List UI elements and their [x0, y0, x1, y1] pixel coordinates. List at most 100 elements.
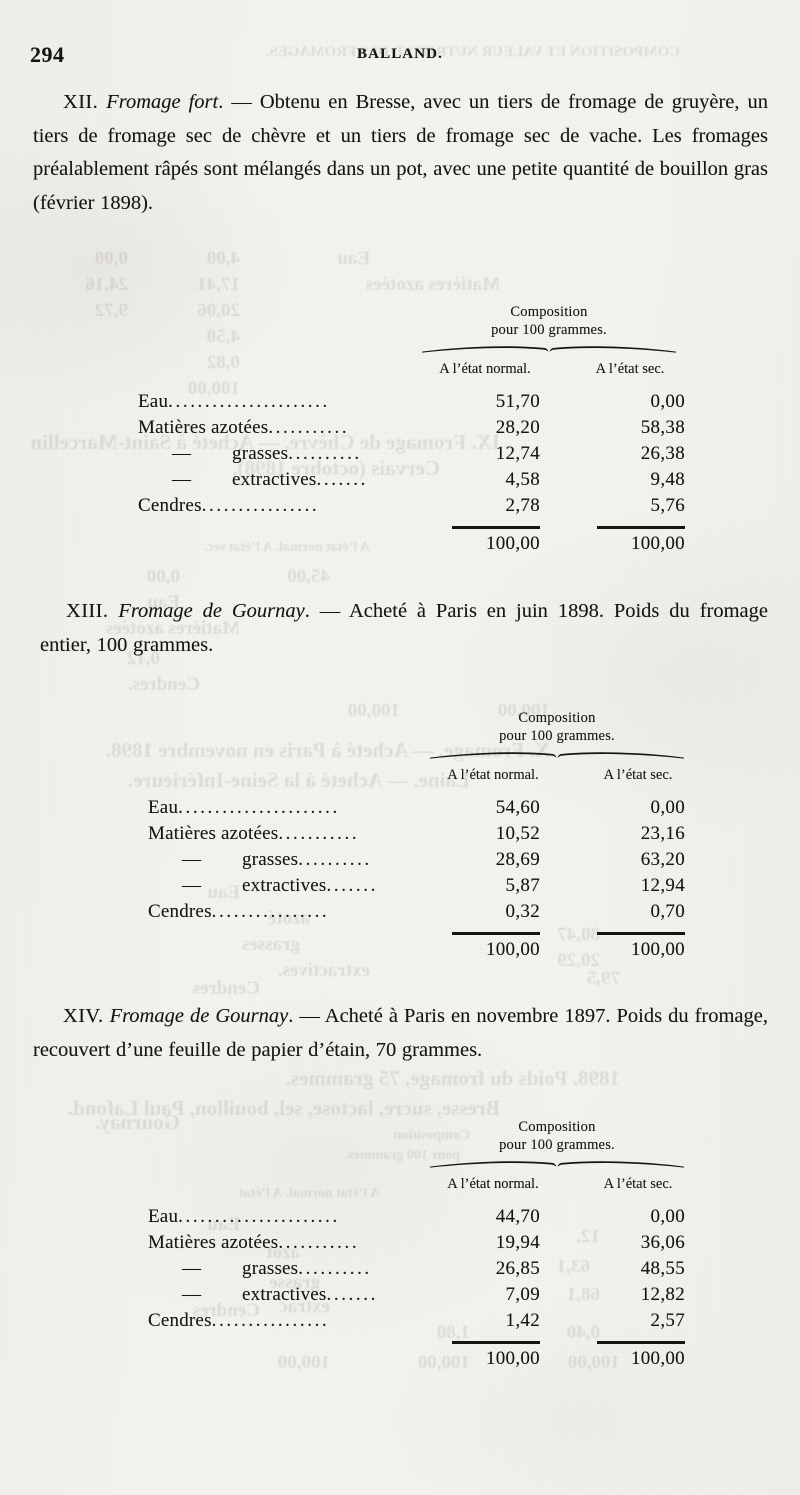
row-value-normal: 51,70: [495, 391, 540, 412]
table-xii-caption-line1: Composition: [510, 304, 588, 320]
total-value-sec: 100,00: [630, 939, 685, 960]
row-value-normal: 54,60: [495, 797, 540, 818]
section-xii-paragraph: XII. Fromage fort. — Obtenu en Bresse, a…: [33, 86, 768, 220]
total-value-sec: 100,00: [630, 1348, 685, 1369]
row-value-sec: 63,20: [640, 849, 685, 870]
row-label: — grasses..........: [182, 1258, 372, 1279]
table-row: Matières azotées........... 28,20 58,38: [0, 417, 800, 443]
row-value-sec: 36,06: [640, 1232, 685, 1253]
row-label: Eau......................: [148, 1206, 340, 1227]
row-label: — grasses..........: [172, 443, 362, 464]
row-value-sec: 5,76: [650, 495, 685, 516]
row-label: Matières azotées...........: [148, 1232, 360, 1253]
section-xiii-title: Fromage de Gournay: [118, 600, 305, 622]
table-row: — extractives....... 4,58 9,48: [0, 469, 800, 495]
page-number: 294: [30, 42, 65, 67]
table-row: — grasses.......... 26,85 48,55: [0, 1258, 800, 1284]
section-xiii-paragraph: XIII. Fromage de Gournay. — Acheté à Par…: [40, 595, 768, 662]
row-label: — extractives.......: [182, 1284, 378, 1305]
table-xii-rows: Eau...................... 51,70 0,00 Mat…: [0, 391, 800, 559]
table-xii-caption: Composition pour 100 grammes.: [424, 303, 674, 339]
table-xiv-caption-line1: Composition: [518, 1119, 596, 1135]
table-xii-col-normal: A l’état normal.: [439, 361, 531, 377]
table-xii-caption-line2: pour 100 grammes.: [491, 322, 607, 338]
table-row: Eau...................... 51,70 0,00: [0, 391, 800, 417]
row-label: Matières azotées...........: [138, 417, 350, 438]
row-label: — grasses..........: [182, 849, 372, 870]
table-xiv-caption: Composition pour 100 grammes.: [432, 1118, 682, 1154]
section-xiv-paragraph: XIV. Fromage de Gournay. — Acheté à Pari…: [33, 1000, 768, 1067]
row-value-normal: 1,42: [505, 1310, 540, 1331]
table-xii-total-rule: [0, 521, 800, 533]
row-value-normal: 2,78: [505, 495, 540, 516]
section-xii-title: Fromage fort: [106, 91, 219, 113]
row-value-normal: 10,52: [495, 823, 540, 844]
row-value-normal: 26,85: [495, 1258, 540, 1279]
row-value-sec: 23,16: [640, 823, 685, 844]
table-xii-col-sec: A l’état sec.: [595, 361, 665, 377]
row-value-normal: 28,20: [495, 417, 540, 438]
row-value-sec: 12,94: [640, 875, 685, 896]
table-row: — grasses.......... 28,69 63,20: [0, 849, 800, 875]
table-row: Cendres................ 1,42 2,57: [0, 1310, 800, 1336]
table-xiv-rows: Eau...................... 44,70 0,00 Mat…: [0, 1206, 800, 1374]
total-value-normal: 100,00: [485, 939, 540, 960]
row-value-sec: 0,00: [650, 1206, 685, 1227]
row-value-sec: 9,48: [650, 469, 685, 490]
table-xiii-col-sec: A l’état sec.: [603, 767, 673, 783]
table-xiii-caption-line1: Composition: [518, 710, 596, 726]
table-xiv-column-headers: A l’état normal. A l’état sec.: [418, 1176, 708, 1193]
table-xiv-total-rule: [0, 1336, 800, 1348]
row-value-normal: 4,58: [505, 469, 540, 490]
row-value-normal: 28,69: [495, 849, 540, 870]
table-row: Matières azotées........... 19,94 36,06: [0, 1232, 800, 1258]
row-label: Cendres................: [148, 1310, 330, 1331]
table-total-row: 100,00 100,00: [0, 533, 800, 559]
table-xiii-total-rule: [0, 927, 800, 939]
section-xiv-title: Fromage de Gournay: [109, 1005, 289, 1027]
section-xii-body: . — Obtenu en Bresse, avec un tiers de f…: [33, 91, 769, 214]
row-label: — extractives.......: [182, 875, 378, 896]
row-label: — extractives.......: [172, 469, 368, 490]
running-head-title: BALLAND.: [357, 46, 443, 62]
row-value-sec: 48,55: [640, 1258, 685, 1279]
table-total-row: 100,00 100,00: [0, 1348, 800, 1374]
table-xiii-rows: Eau...................... 54,60 0,00 Mat…: [0, 797, 800, 965]
row-value-sec: 26,38: [640, 443, 685, 464]
total-value-normal: 100,00: [485, 1348, 540, 1369]
table-xii-column-headers: A l’état normal. A l’état sec.: [410, 361, 700, 378]
row-value-normal: 44,70: [495, 1206, 540, 1227]
row-value-normal: 0,32: [505, 901, 540, 922]
table-row: Eau...................... 44,70 0,00: [0, 1206, 800, 1232]
table-xiii-swelled-rule: [428, 749, 686, 762]
table-xiii-column-headers: A l’état normal. A l’état sec.: [418, 767, 708, 784]
row-value-sec: 58,38: [640, 417, 685, 438]
row-value-normal: 7,09: [505, 1284, 540, 1305]
table-row: — extractives....... 5,87 12,94: [0, 875, 800, 901]
table-xiii-col-normal: A l’état normal.: [447, 767, 539, 783]
table-row: — extractives....... 7,09 12,82: [0, 1284, 800, 1310]
row-value-sec: 0,00: [650, 391, 685, 412]
table-xiv-swelled-rule: [428, 1158, 686, 1171]
table-row: Cendres................ 2,78 5,76: [0, 495, 800, 521]
row-value-sec: 0,70: [650, 901, 685, 922]
row-value-normal: 5,87: [505, 875, 540, 896]
section-xiv-number: XIV.: [63, 1005, 104, 1027]
table-total-row: 100,00 100,00: [0, 939, 800, 965]
row-value-sec: 12,82: [640, 1284, 685, 1305]
section-xii-number: XII.: [63, 91, 99, 113]
row-value-normal: 19,94: [495, 1232, 540, 1253]
table-xiv-caption-line2: pour 100 grammes.: [499, 1137, 615, 1153]
table-xiv-col-sec: A l’état sec.: [603, 1176, 673, 1192]
table-xiv-col-normal: A l’état normal.: [447, 1176, 539, 1192]
section-xiv-body: . — Acheté à Paris en novembre 1897. Poi…: [33, 1005, 769, 1061]
table-row: — grasses.......... 12,74 26,38: [0, 443, 800, 469]
row-label: Cendres................: [138, 495, 320, 516]
row-label: Cendres................: [148, 901, 330, 922]
total-value-sec: 100,00: [630, 533, 685, 554]
row-value-normal: 12,74: [495, 443, 540, 464]
section-xiii-body: . — Acheté à Paris en juin 1898. Poids d…: [40, 600, 768, 656]
table-row: Eau...................... 54,60 0,00: [0, 797, 800, 823]
row-label: Eau......................: [148, 797, 340, 818]
